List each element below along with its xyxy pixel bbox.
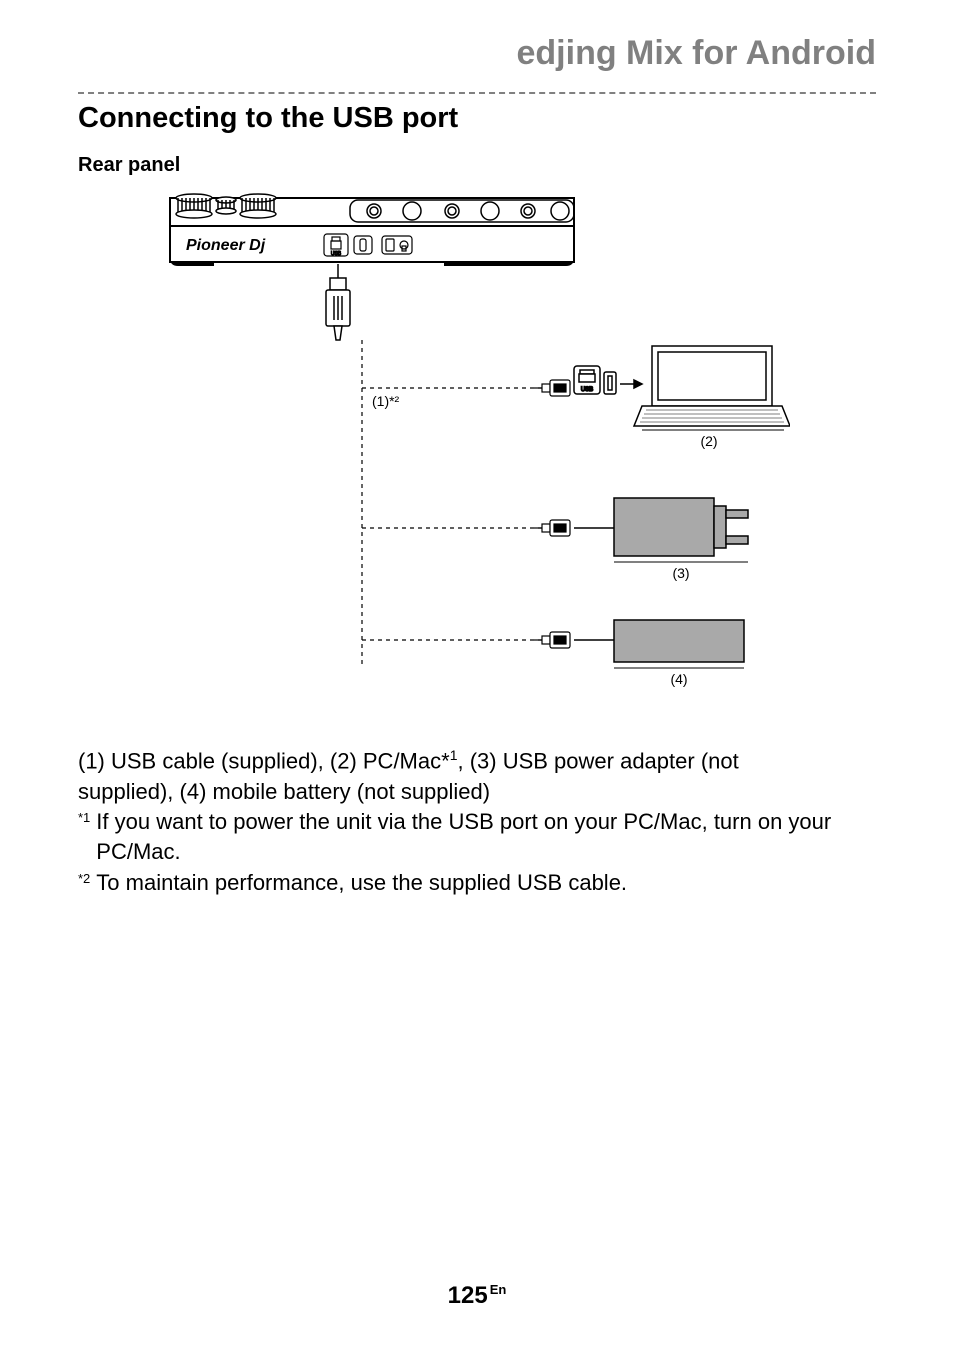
section-title: edjing Mix for Android	[517, 34, 877, 73]
body-paragraph: (1) USB cable (supplied), (2) PC/Mac*1, …	[78, 746, 876, 898]
mobile-battery-icon	[574, 620, 744, 662]
laptop-icon: USB	[574, 346, 790, 426]
rear-panel: Pioneer Dj USB	[170, 194, 574, 266]
footnote-1-text: If you want to power the unit via the US…	[96, 807, 876, 868]
text-line2: supplied), (4) mobile battery (not suppl…	[78, 777, 876, 807]
svg-text:USB: USB	[331, 251, 342, 257]
label-battery: (4)	[670, 671, 687, 687]
footnote-2-marker: *2	[78, 870, 90, 888]
divider-dashed	[78, 92, 876, 94]
label-laptop: (2)	[700, 433, 717, 449]
heading-connecting: Connecting to the USB port	[78, 102, 458, 135]
label-adapter: (3)	[672, 565, 689, 581]
footnote-2-text: To maintain performance, use the supplie…	[96, 868, 876, 898]
text-line1a: (1) USB cable (supplied), (2) PC/Mac*	[78, 748, 450, 773]
connection-diagram: Pioneer Dj USB	[164, 188, 790, 698]
page-number: 125En	[0, 1282, 954, 1310]
text-line1b: , (3) USB power adapter (not	[457, 748, 738, 773]
label-cable: (1)*²	[372, 393, 400, 409]
footnote-1-marker: *1	[78, 809, 90, 827]
page-lang: En	[490, 1282, 507, 1297]
brand-label: Pioneer Dj	[186, 237, 266, 254]
usb-cable	[326, 264, 350, 340]
page-number-value: 125	[448, 1282, 488, 1309]
power-adapter-icon	[574, 498, 748, 556]
svg-text:USB: USB	[581, 387, 593, 393]
subheading-rear-panel: Rear panel	[78, 154, 180, 177]
